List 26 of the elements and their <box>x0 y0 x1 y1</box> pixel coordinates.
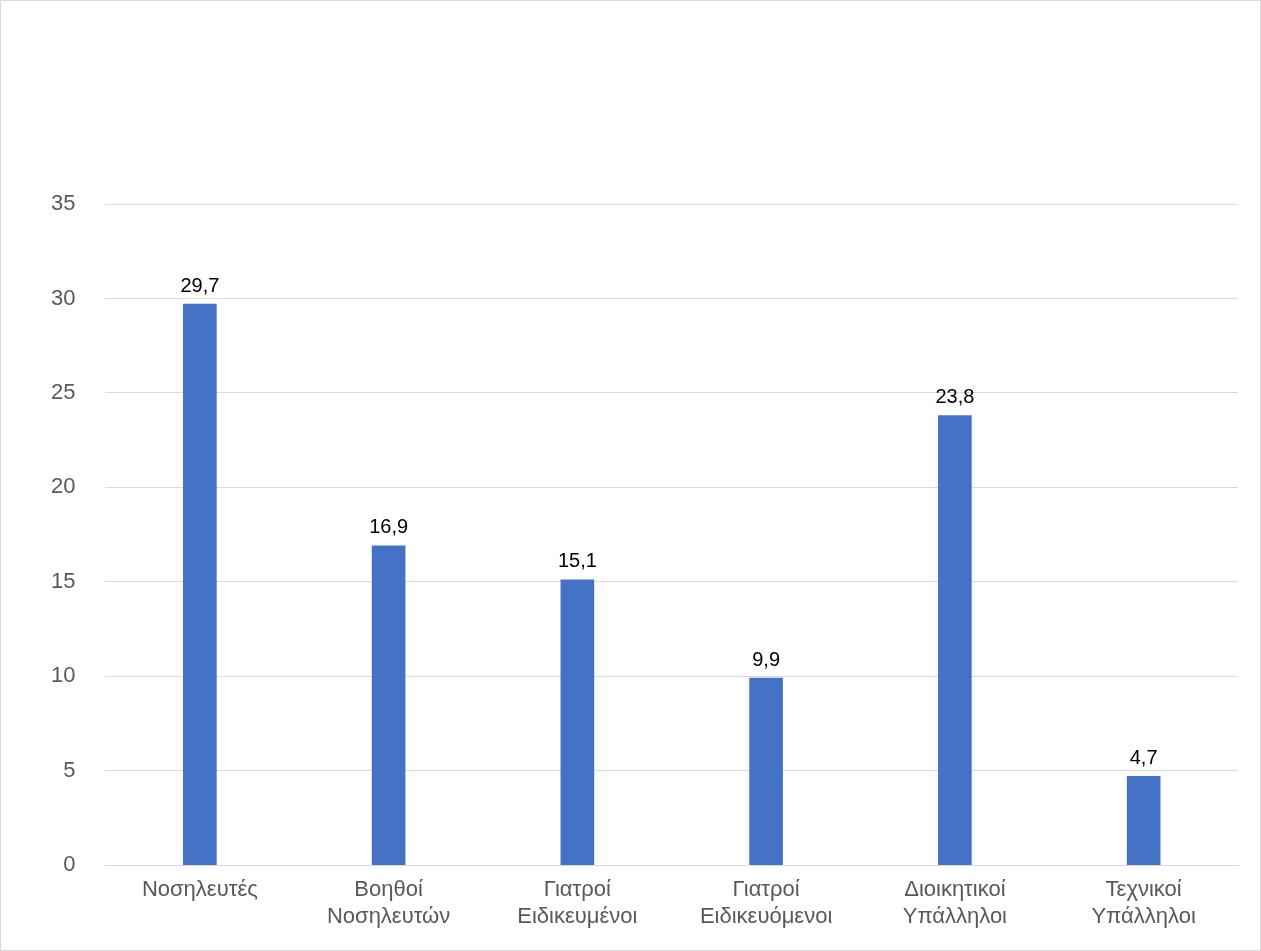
x-tick-label: Τεχνικοί Υπάλληλοι <box>1091 876 1196 928</box>
x-tick-label: Γιατροί Ειδικευμένοι <box>517 876 638 928</box>
y-tick-label: 5 <box>63 756 76 782</box>
x-tick-label: Διοικητικοί Υπάλληλοι <box>902 876 1008 928</box>
data-label: 29,7 <box>180 273 220 296</box>
y-tick-label: 35 <box>50 190 76 216</box>
y-tick-label: 15 <box>50 567 76 593</box>
data-label: 9,9 <box>752 647 781 670</box>
bar <box>1126 776 1161 866</box>
y-tick-label: 25 <box>50 378 76 404</box>
x-tick-label: Νοσηλευτές <box>141 876 258 902</box>
y-tick-label: 20 <box>50 473 76 499</box>
data-label: 23,8 <box>935 385 975 408</box>
bar <box>938 415 972 866</box>
y-tick-label: 10 <box>50 662 76 688</box>
bar <box>560 579 595 866</box>
x-tick-label: Βοηθοί Νοσηλευτών <box>326 876 451 928</box>
data-label: 16,9 <box>369 515 409 538</box>
x-tick-label: Γιατροί Ειδικευόμενοι <box>699 876 833 928</box>
bar <box>749 677 783 866</box>
y-tick-label: 30 <box>50 284 76 310</box>
bar <box>371 545 406 866</box>
data-label: 4,7 <box>1129 745 1158 768</box>
data-label: 15,1 <box>557 549 597 572</box>
y-tick-label: 0 <box>63 851 76 877</box>
bar <box>183 303 217 866</box>
